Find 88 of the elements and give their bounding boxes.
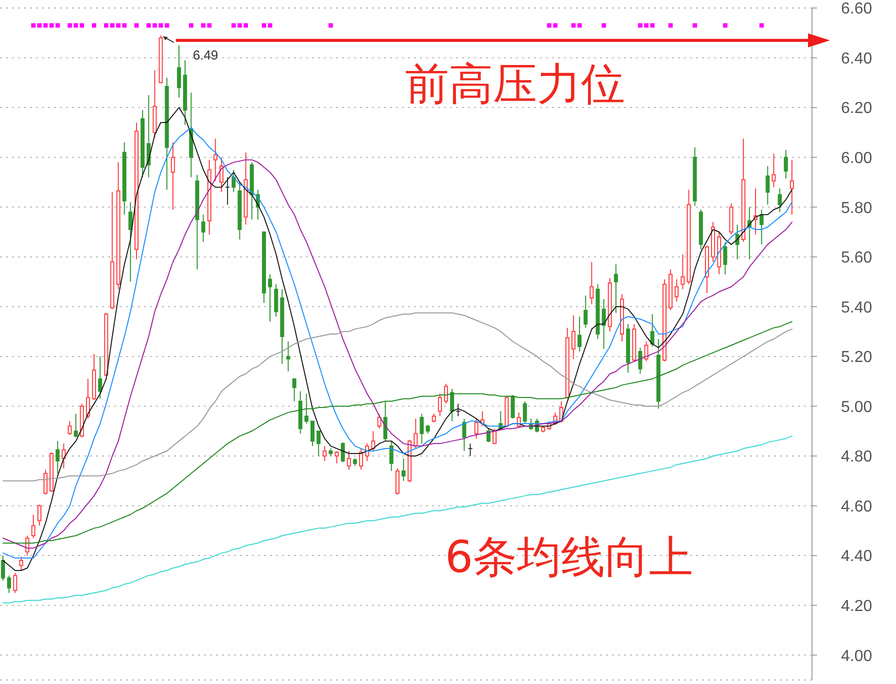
candlestick	[170, 142, 175, 210]
y-tick-label: 4.80	[841, 448, 872, 466]
candlestick	[772, 153, 776, 188]
annotation: 前高压力位	[405, 59, 625, 111]
candlestick	[674, 278, 679, 302]
y-tick-label: 6.20	[841, 100, 872, 118]
y-tick-label: 5.40	[841, 299, 872, 316]
candlestick	[62, 443, 66, 469]
candlestick	[1, 555, 5, 581]
candlestick	[760, 209, 764, 245]
candlestick	[226, 176, 230, 206]
candlestick	[359, 448, 364, 470]
candlestick	[346, 450, 351, 470]
candlestick	[450, 388, 454, 422]
candlestick	[522, 400, 527, 424]
candlestick	[201, 214, 206, 242]
candlestick	[650, 314, 654, 347]
candlestick	[723, 241, 728, 275]
candlestick	[56, 440, 60, 474]
candlestick	[389, 440, 394, 472]
candlestick	[213, 138, 218, 182]
candlestick	[68, 420, 72, 436]
candlestick	[292, 378, 296, 402]
y-tick-label: 4.40	[841, 548, 872, 566]
candlestick	[584, 294, 588, 328]
candlestick	[232, 169, 236, 193]
candlestick	[784, 149, 788, 179]
y-tick-label: 5.20	[841, 349, 872, 366]
candlestick	[492, 428, 497, 444]
candlestick	[37, 504, 42, 526]
candlestick	[268, 274, 272, 322]
annotation: 6.49	[192, 47, 218, 62]
candlestick	[578, 316, 582, 352]
candlestick	[74, 413, 78, 438]
annotation: 6条均线向上	[445, 532, 693, 584]
candlestick	[414, 418, 418, 450]
y-tick-label: 5.80	[841, 200, 872, 217]
candlestick	[438, 393, 442, 417]
candlestick	[274, 284, 278, 318]
candlestick	[614, 264, 618, 314]
candlestick	[316, 430, 321, 456]
candlestick	[377, 413, 382, 430]
y-tick-label: 4.00	[841, 648, 872, 665]
candlestick	[7, 574, 12, 594]
candlestick	[310, 420, 315, 447]
candlestick	[31, 514, 36, 539]
y-tick-label: 5.00	[841, 398, 872, 416]
candlestick	[420, 413, 424, 444]
candlestick	[340, 442, 345, 463]
candlestick	[43, 469, 48, 496]
candlestick	[638, 347, 642, 374]
candlestick	[402, 458, 406, 482]
candlestick	[19, 556, 24, 571]
candlestick	[790, 159, 794, 216]
candlestick	[395, 468, 400, 496]
y-tick-label: 4.20	[841, 598, 872, 616]
y-tick-label: 6.40	[841, 50, 872, 68]
candlestick	[334, 450, 339, 464]
candlestick	[486, 428, 490, 443]
candlestick	[286, 341, 290, 372]
candlestick	[176, 44, 181, 98]
candlestick	[644, 341, 648, 362]
candlestick	[383, 400, 388, 442]
candlestick	[86, 378, 90, 420]
candlestick	[571, 314, 576, 360]
candlestick	[456, 403, 460, 417]
candlestick	[304, 393, 308, 424]
candlestick	[510, 394, 515, 420]
y-tick-label: 4.60	[841, 498, 872, 516]
candlestick	[766, 166, 770, 206]
candlestick	[462, 418, 466, 452]
candlestick	[590, 261, 594, 305]
candlestick	[322, 446, 327, 462]
candlestick	[778, 188, 782, 213]
candlestick	[444, 383, 448, 404]
candlestick	[371, 430, 376, 452]
y-tick-label: 6.60	[841, 0, 872, 18]
candlestick	[219, 156, 224, 193]
candlestick	[602, 298, 606, 350]
candlestick	[680, 254, 685, 290]
line-series	[2, 436, 792, 604]
y-tick-label: 6.00	[841, 150, 872, 168]
candlestick	[13, 572, 18, 594]
y-tick-label: 5.60	[841, 250, 872, 267]
candlestick	[474, 418, 478, 440]
candlestick	[128, 202, 132, 282]
candlestick	[98, 356, 102, 400]
candlestick	[468, 443, 472, 456]
